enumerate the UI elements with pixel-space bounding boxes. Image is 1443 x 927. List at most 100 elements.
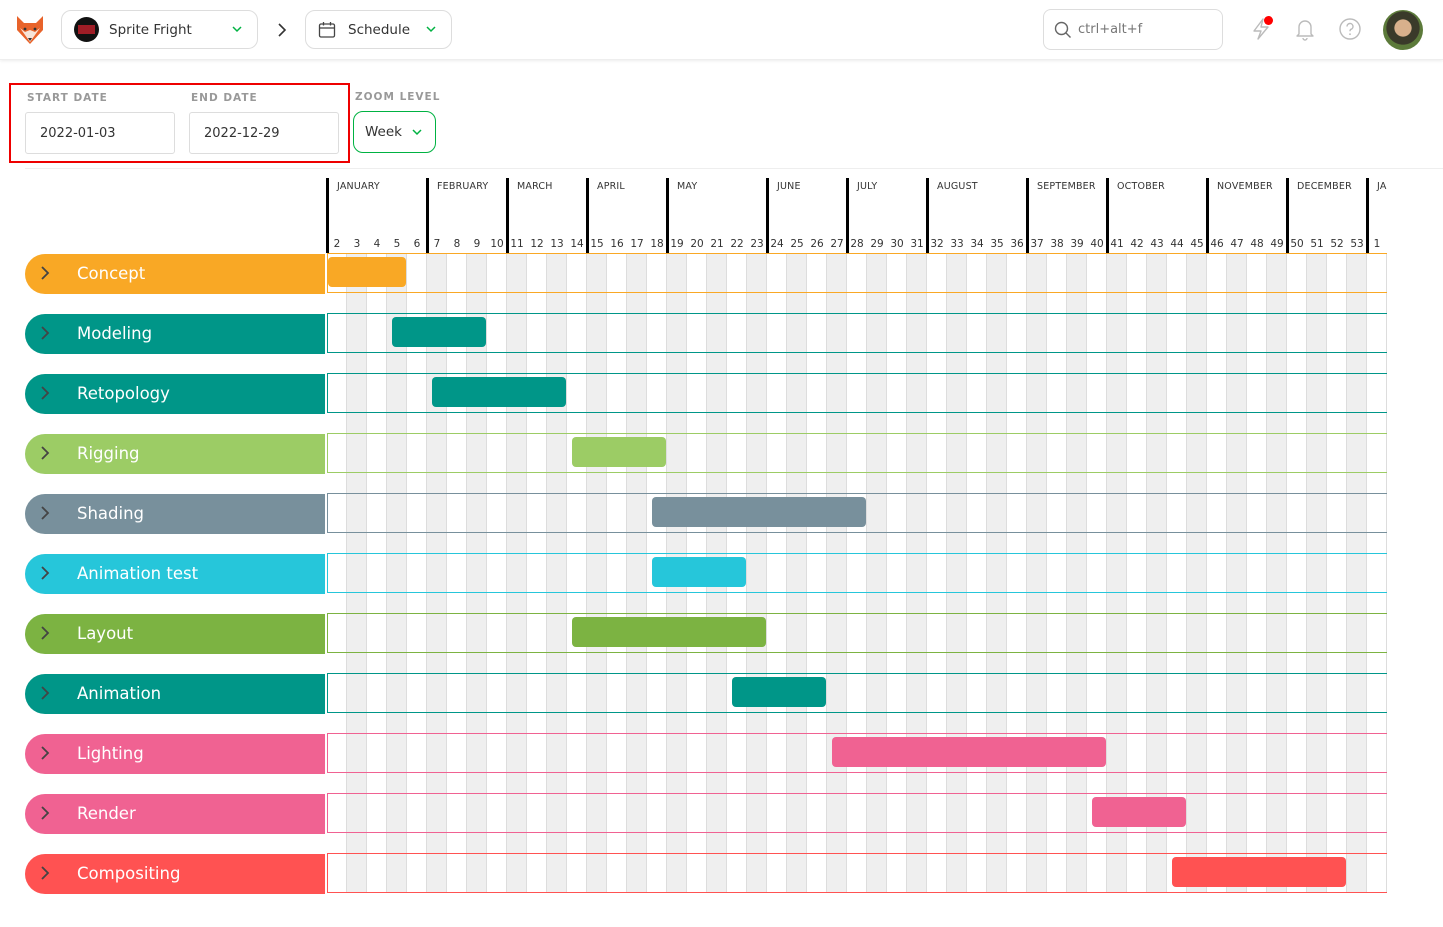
chevron-right-icon[interactable] (39, 805, 51, 825)
week-column (1287, 253, 1307, 893)
task-type-label[interactable]: Rigging (25, 434, 325, 474)
production-selector[interactable]: Sprite Fright (61, 10, 258, 49)
week-number: 5 (393, 238, 401, 250)
month-column: APRIL (586, 178, 666, 253)
week-number: 38 (1050, 238, 1064, 250)
end-date-input[interactable] (189, 112, 339, 154)
chevron-right-icon (275, 22, 289, 42)
week-number: 23 (750, 238, 764, 250)
week-column (927, 253, 947, 893)
chevron-right-icon[interactable] (39, 745, 51, 765)
week-number: 39 (1070, 238, 1084, 250)
chevron-right-icon[interactable] (39, 865, 51, 885)
task-type-row (327, 673, 1387, 713)
week-column (1327, 253, 1347, 893)
week-column (327, 253, 347, 893)
help-button[interactable] (1337, 16, 1363, 42)
week-number: 37 (1030, 238, 1044, 250)
month-label: MARCH (517, 181, 553, 192)
section-name: Schedule (348, 21, 411, 38)
task-type-label[interactable]: Modeling (25, 314, 325, 354)
week-column (1167, 253, 1187, 893)
month-label: MAY (677, 181, 698, 192)
week-column (1087, 253, 1107, 893)
task-type-label[interactable]: Concept (25, 254, 325, 294)
notification-dot (1264, 16, 1273, 25)
week-column (607, 253, 627, 893)
month-column: MAY (666, 178, 766, 253)
week-number: 17 (630, 238, 644, 250)
week-column (1047, 253, 1067, 893)
week-number: 34 (970, 238, 984, 250)
task-type-label[interactable]: Shading (25, 494, 325, 534)
week-number: 2 (333, 238, 341, 250)
week-column (567, 253, 587, 893)
schedule-bar[interactable] (432, 377, 566, 407)
schedule-bar[interactable] (652, 557, 746, 587)
schedule-bar[interactable] (1092, 797, 1186, 827)
task-type-label[interactable]: Layout (25, 614, 325, 654)
week-column (1367, 253, 1387, 893)
chevron-right-icon[interactable] (39, 685, 51, 705)
chevron-right-icon[interactable] (39, 505, 51, 525)
week-number: 42 (1130, 238, 1144, 250)
chevron-right-icon[interactable] (39, 325, 51, 345)
task-type-row (327, 733, 1387, 773)
zoom-level-select[interactable]: Week (353, 111, 436, 153)
task-type-label[interactable]: Retopology (25, 374, 325, 414)
week-number: 36 (1010, 238, 1024, 250)
chevron-right-icon[interactable] (39, 625, 51, 645)
schedule-bar[interactable] (572, 437, 666, 467)
week-number: 12 (530, 238, 544, 250)
help-circle-icon (1338, 17, 1362, 41)
task-type-label[interactable]: Render (25, 794, 325, 834)
week-number: 21 (710, 238, 724, 250)
search-icon (1054, 21, 1072, 39)
schedule-bar[interactable] (1172, 857, 1346, 887)
top-bar: Sprite Fright Schedule (0, 0, 1443, 60)
week-number: 29 (870, 238, 884, 250)
schedule-bar[interactable] (652, 497, 866, 527)
global-search[interactable] (1043, 9, 1223, 50)
month-label: DECEMBER (1297, 181, 1352, 192)
task-type-label[interactable]: Compositing (25, 854, 325, 894)
week-number: 52 (1330, 238, 1344, 250)
chevron-right-icon[interactable] (39, 565, 51, 585)
week-number: 35 (990, 238, 1004, 250)
task-type-label[interactable]: Lighting (25, 734, 325, 774)
start-date-input[interactable] (25, 112, 175, 154)
week-number: 30 (890, 238, 904, 250)
news-button[interactable] (1248, 16, 1274, 42)
user-avatar[interactable] (1383, 10, 1423, 50)
chevron-right-icon[interactable] (39, 445, 51, 465)
schedule-bar[interactable] (572, 617, 766, 647)
week-number: 22 (730, 238, 744, 250)
week-number: 16 (610, 238, 624, 250)
notifications-button[interactable] (1292, 16, 1318, 42)
month-label: JANUARY (337, 181, 380, 192)
week-number: 10 (490, 238, 504, 250)
task-type-label[interactable]: Animation (25, 674, 325, 714)
search-input[interactable] (1078, 22, 1208, 37)
task-type-label[interactable]: Animation test (25, 554, 325, 594)
week-number: 8 (453, 238, 461, 250)
schedule-bar[interactable] (392, 317, 486, 347)
week-column (1127, 253, 1147, 893)
week-column (1207, 253, 1227, 893)
chevron-right-icon[interactable] (39, 265, 51, 285)
week-column (767, 253, 787, 893)
week-column (407, 253, 427, 893)
task-type-row (327, 553, 1387, 593)
schedule-bar[interactable] (832, 737, 1106, 767)
calendar-icon (318, 21, 336, 39)
chevron-right-icon[interactable] (39, 385, 51, 405)
month-column: MARCH (506, 178, 586, 253)
schedule-bar[interactable] (732, 677, 826, 707)
kitsu-fox-logo-icon[interactable] (14, 14, 46, 46)
month-label: FEBRUARY (437, 181, 489, 192)
month-label: NOVEMBER (1217, 181, 1273, 192)
week-number: 20 (690, 238, 704, 250)
section-selector[interactable]: Schedule (305, 10, 452, 49)
month-column: JA (1366, 178, 1386, 253)
schedule-bar[interactable] (328, 257, 406, 287)
